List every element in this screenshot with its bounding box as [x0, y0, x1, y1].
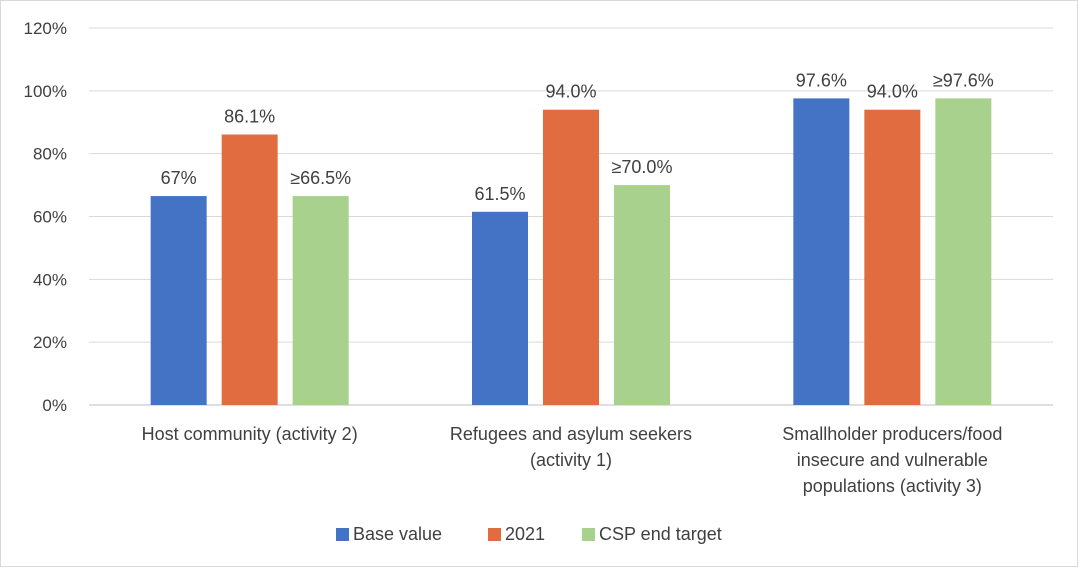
data-label: ≥97.6% [933, 70, 994, 90]
category-label: Smallholder producers/food insecure and v… [782, 424, 1002, 496]
y-tick-label: 100% [24, 82, 67, 101]
y-tick-label: 60% [33, 208, 67, 227]
bar-2021 [221, 134, 278, 405]
data-labels: 67% 86.1% ≥66.5% 61.5% 94.0% ≥70.0% 97.6% 94.0%… [161, 70, 994, 203]
bar-csp-end-target [614, 185, 670, 405]
data-label: 67% [161, 168, 197, 188]
legend-label: 2021 [505, 524, 545, 544]
legend-swatch [488, 528, 501, 541]
y-tick-label: 0% [42, 396, 67, 415]
x-axis-category-labels: Host community (activity 2) Refugees and … [142, 424, 1003, 496]
y-tick-label: 20% [33, 333, 67, 352]
data-label: ≥70.0% [612, 157, 673, 177]
legend-swatch [582, 528, 595, 541]
category-label-line: insecure and vulnerable [797, 450, 988, 470]
bar-2021 [543, 109, 599, 405]
bar-csp-end-target [935, 98, 992, 405]
legend: Base value 2021 CSP end target [336, 524, 722, 544]
bars [150, 98, 992, 405]
data-label: 86.1% [224, 107, 275, 127]
legend-swatch [336, 528, 349, 541]
y-tick-label: 120% [24, 19, 67, 38]
legend-label: Base value [353, 524, 442, 544]
legend-label: CSP end target [599, 524, 722, 544]
bar-base-value [150, 196, 207, 405]
category-label-line: Refugees and asylum seekers [450, 424, 692, 444]
category-label: Refugees and asylum seekers (activity 1) [450, 424, 692, 470]
bar-csp-end-target [292, 196, 349, 405]
bar-base-value [472, 211, 528, 405]
data-label: 94.0% [867, 82, 918, 102]
category-label-line: Host community (activity 2) [142, 424, 358, 444]
category-label-line: (activity 1) [530, 450, 612, 470]
bar-2021 [864, 109, 921, 405]
data-label: ≥66.5% [290, 168, 351, 188]
y-axis-tick-labels: 0% 20% 40% 60% 80% 100% 120% [24, 19, 67, 415]
category-label: Host community (activity 2) [142, 424, 358, 444]
category-label-line: Smallholder producers/food [782, 424, 1002, 444]
bar-base-value [793, 98, 850, 405]
y-tick-label: 80% [33, 145, 67, 164]
data-label: 94.0% [545, 82, 596, 102]
y-tick-label: 40% [33, 270, 67, 289]
data-label: 97.6% [796, 70, 847, 90]
data-label: 61.5% [474, 184, 525, 204]
category-label-line: populations (activity 3) [803, 476, 982, 496]
